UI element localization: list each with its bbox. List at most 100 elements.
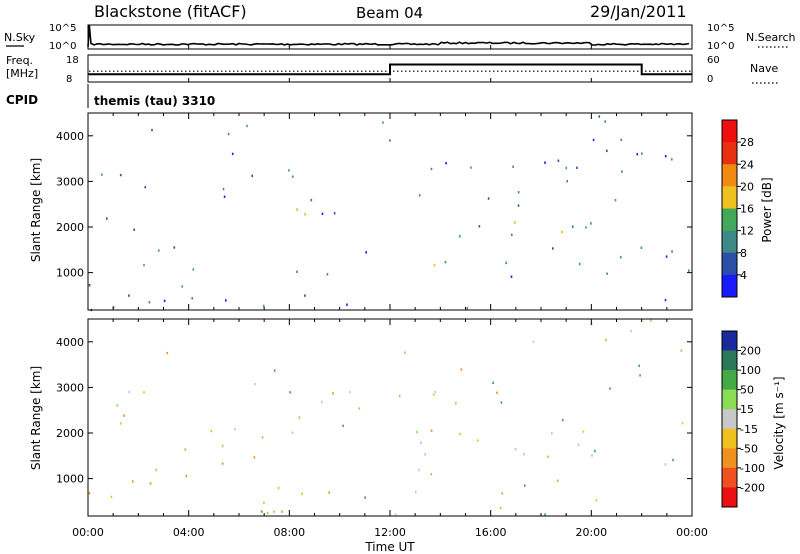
time-tick-label: 08:00: [273, 526, 305, 539]
velocity-cell: [291, 431, 294, 435]
power-speckle: [445, 162, 447, 165]
velocity-speckle: [459, 432, 461, 436]
freq-panel: Freq. [MHz] 18 8 60 0 Nave: [6, 54, 778, 85]
time-tick-label: 04:00: [173, 526, 205, 539]
velocity-speckle: [273, 510, 275, 513]
velocity-speckle: [185, 474, 188, 478]
power-colorbar-tick-label: 8: [740, 247, 747, 260]
time-tick-label: 16:00: [475, 526, 507, 539]
power-speckle: [606, 272, 608, 275]
velocity-speckle: [523, 484, 526, 487]
power-speckle: [163, 299, 166, 303]
power-colorbar-tick-label: 12: [740, 225, 754, 238]
cpid-program: themis (tau) 3310: [94, 94, 215, 108]
power-cell: [304, 212, 306, 216]
velocity-cell: [577, 443, 580, 446]
power-speckle: [665, 255, 668, 258]
noise-panel: N.Sky 10^5 10^0 10^5 10^0 N.Search: [4, 23, 796, 52]
power-speckle: [223, 195, 226, 198]
velocity-range-tick-label: 1000: [56, 473, 84, 486]
velocity-speckle: [605, 339, 607, 342]
power-speckle: [470, 166, 472, 169]
velocity-speckle: [557, 479, 559, 482]
velocity-colorbar-tick-label: 15: [740, 403, 754, 416]
velocity-speckle: [253, 456, 256, 459]
power-colorbar-tick-label: 28: [740, 136, 754, 149]
power-speckle: [557, 159, 560, 162]
power-speckle: [133, 228, 135, 231]
velocity-speckle: [430, 473, 433, 476]
power-speckle: [326, 273, 329, 276]
velocity-speckle: [630, 329, 632, 333]
power-colorbar-swatch: [722, 164, 737, 187]
velocity-speckle: [501, 492, 503, 495]
power-cell: [296, 208, 298, 211]
time-tick-label: 00:00: [676, 526, 708, 539]
power-cell: [513, 221, 516, 224]
velocity-cell: [298, 416, 301, 419]
power-colorbar-tick-label: 4: [740, 269, 747, 282]
power-colorbar-label: Power [dB]: [760, 177, 774, 242]
velocity-cell: [523, 452, 525, 456]
velocity-colorbar-swatch: [722, 331, 737, 351]
velocity-speckle: [273, 369, 276, 372]
power-cell: [310, 198, 313, 202]
velocity-cell: [277, 486, 280, 490]
velocity-speckle: [254, 382, 256, 386]
power-colorbar-swatch: [722, 186, 737, 209]
velocity-panel: 1000 2000 3000 4000 Slant Range [km]: [29, 318, 693, 517]
frequency-series-line: [88, 63, 692, 76]
velocity-speckle: [149, 482, 152, 485]
power-cell: [671, 250, 673, 253]
power-colorbar-swatch: [722, 120, 737, 143]
power-axis-ticks: 1000 2000 3000 4000: [56, 130, 692, 280]
power-speckle: [227, 132, 230, 136]
velocity-cell: [424, 453, 427, 456]
power-colorbar-tick-label: 16: [740, 203, 754, 216]
power-speckle: [606, 149, 608, 153]
velocity-colorbar: 200 100 50 15 -15 -50 -100 -200: [721, 330, 765, 508]
velocity-speckle: [210, 429, 213, 433]
power-speckle: [585, 226, 587, 229]
time-axis-ticks: 00:00 04:00 08:00 12:00 16:00 20:00 00:00: [72, 45, 708, 539]
time-axis-label: Time UT: [364, 540, 415, 554]
velocity-axis-ticks: 1000 2000 3000 4000: [56, 336, 692, 486]
power-colorbar-swatch: [722, 274, 737, 298]
velocity-speckle: [234, 428, 236, 431]
velocity-range-tick-label: 4000: [56, 336, 84, 349]
power-speckle: [304, 294, 306, 297]
velocity-colorbar-tick-label: -200: [740, 481, 765, 494]
velocity-colorbar-swatch: [722, 370, 737, 390]
velocity-speckle: [364, 496, 366, 499]
power-speckle: [566, 180, 568, 183]
velocity-cell: [550, 432, 553, 435]
velocity-speckle: [116, 404, 119, 407]
power-speckle: [517, 204, 520, 207]
power-colorbar-tick-label: 20: [740, 180, 754, 193]
power-cell: [458, 235, 461, 238]
nave-label: Nave: [750, 62, 778, 75]
velocity-speckle: [650, 319, 652, 322]
power-speckle: [576, 166, 578, 169]
power-speckle: [641, 152, 643, 155]
velocity-speckle: [328, 491, 331, 494]
power-speckle: [621, 170, 623, 173]
velocity-speckle: [416, 430, 418, 434]
power-speckle: [382, 121, 384, 124]
power-speckle: [246, 124, 248, 128]
power-cell: [590, 222, 592, 225]
power-speckle: [512, 165, 514, 168]
power-speckle: [106, 217, 108, 220]
station-title: Blackstone (fitACF): [94, 2, 247, 21]
power-colorbar-swatch: [722, 142, 737, 165]
velocity-cell: [266, 511, 269, 515]
power-cell: [444, 260, 447, 264]
power-speckle: [151, 128, 153, 132]
power-speckle: [346, 303, 348, 306]
power-colorbar-swatch: [722, 208, 737, 231]
velocity-speckle: [358, 407, 361, 410]
power-colorbar-tick-label: 24: [740, 158, 754, 171]
power-speckle: [544, 161, 546, 164]
power-speckle: [688, 269, 690, 272]
power-cell: [505, 261, 507, 265]
